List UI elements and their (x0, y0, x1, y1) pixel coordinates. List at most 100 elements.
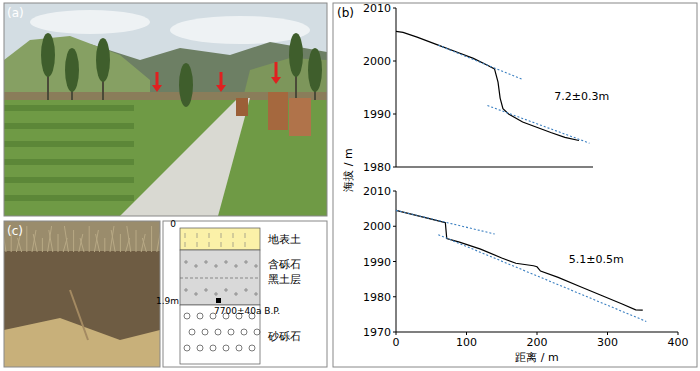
column-frame (163, 221, 327, 367)
hatch (221, 242, 222, 247)
gravel (215, 329, 221, 335)
panel-label: (c) (7, 224, 23, 238)
tree (41, 33, 55, 77)
y-tick-label: 2000 (363, 220, 391, 233)
grass-blade (73, 230, 74, 252)
depth-label: 1.9m (156, 296, 179, 306)
grass-blade (42, 238, 43, 252)
tree (289, 33, 303, 77)
arrow (220, 72, 223, 86)
plot-area (396, 210, 646, 321)
grass-blade (18, 238, 22, 252)
gravel (223, 345, 229, 351)
layer-label: 地表土 (267, 233, 301, 246)
pebble (235, 265, 237, 267)
arrow-head (152, 85, 162, 92)
date-label: 7700±40a B.P. (214, 306, 280, 316)
pebble (235, 293, 237, 295)
hatch (233, 242, 234, 247)
tree (308, 48, 322, 92)
figure: (a)(c)01.9m7700±40a B.P.地表土含砾石黑土层砂砾石1980… (0, 0, 700, 371)
grass-blade (141, 234, 145, 252)
arrow (275, 62, 278, 78)
annotation: 7.2±0.3m (554, 90, 609, 103)
grass-blade (48, 226, 52, 252)
pebble (195, 265, 197, 267)
layer-label: 黑土层 (268, 273, 301, 286)
gravel (210, 345, 216, 351)
y-tick (393, 167, 396, 168)
grass-blade (49, 230, 53, 252)
grass-blade (32, 230, 36, 252)
profile-line (396, 31, 579, 140)
grass-blade (80, 238, 84, 252)
pillar (236, 98, 248, 116)
hatch (245, 242, 246, 247)
fit-line (487, 106, 589, 144)
plot-area (396, 31, 589, 143)
grass-blade (151, 226, 152, 252)
y-tick-label: 1980 (363, 291, 391, 304)
hatch (221, 233, 222, 238)
grass-blade (26, 226, 27, 252)
gravel (202, 329, 208, 335)
y-tick-label: 2000 (363, 55, 391, 68)
grass-blade (33, 234, 37, 252)
y-tick (393, 261, 396, 262)
hatch (233, 233, 234, 238)
pillar (289, 98, 311, 136)
dash-line (180, 278, 260, 279)
layer (180, 228, 260, 250)
x-tick-label: 400 (668, 336, 689, 349)
grass-blade (127, 226, 131, 252)
y-tick-label: 2010 (363, 2, 391, 15)
gravel (241, 329, 247, 335)
grass-blade (79, 234, 83, 252)
panel-label: (a) (7, 6, 24, 20)
grass (4, 221, 160, 251)
pebble (195, 293, 197, 295)
arrow-head (216, 85, 226, 92)
grass-blade (142, 238, 146, 252)
panel-frame (4, 221, 160, 367)
arrow (156, 72, 159, 86)
x-tick (607, 332, 608, 335)
x-tick (466, 332, 467, 335)
y-tick (393, 226, 396, 227)
gravel (189, 329, 195, 335)
hatch (209, 242, 210, 247)
grass-blade (94, 230, 98, 252)
photo-c (4, 221, 160, 367)
hatch (185, 242, 186, 247)
soil (4, 221, 160, 367)
x-tick-label: 100 (456, 336, 477, 349)
y-tick (393, 191, 396, 192)
x-tick (678, 332, 679, 335)
tree (179, 63, 193, 107)
panel-label: (b) (337, 6, 354, 20)
x-tick (396, 332, 397, 335)
crop-row (4, 141, 134, 147)
gravel (184, 345, 190, 351)
grass-blade (58, 234, 59, 252)
y-tick-label: 1980 (363, 161, 391, 174)
pebble (215, 265, 217, 267)
pebble (205, 261, 207, 263)
pebble (215, 293, 217, 295)
panel-frame (4, 3, 327, 216)
hatch (197, 233, 198, 238)
grass-blade (111, 230, 115, 252)
y-tick (393, 8, 396, 9)
y-tick (393, 61, 396, 62)
crop-row (4, 105, 134, 111)
grass-blade (104, 238, 105, 252)
x-tick-label: 0 (393, 336, 400, 349)
tool (70, 290, 88, 340)
arrow-head (271, 77, 281, 84)
pebble (185, 289, 187, 291)
y-tick-label: 2010 (363, 185, 391, 198)
gravel (184, 313, 190, 319)
gravel (197, 345, 203, 351)
x-tick-label: 300 (597, 336, 618, 349)
fit-line (438, 235, 646, 322)
